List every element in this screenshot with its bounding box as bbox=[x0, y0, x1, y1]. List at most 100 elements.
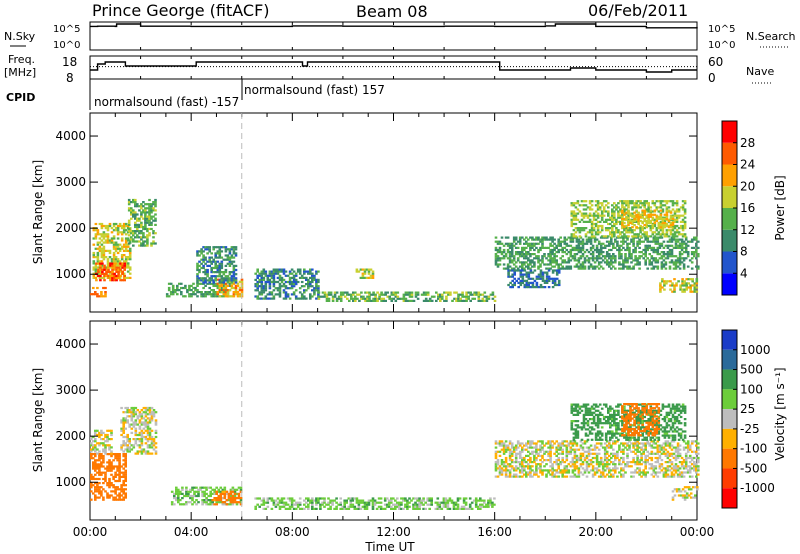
scatter-cell bbox=[659, 212, 663, 215]
scatter-cell bbox=[212, 295, 215, 298]
scatter-cell bbox=[680, 246, 684, 249]
scatter-cell bbox=[372, 291, 375, 294]
scatter-cell bbox=[102, 231, 106, 234]
scatter-cell bbox=[697, 267, 700, 270]
scatter-cell bbox=[577, 246, 581, 249]
scatter-cell bbox=[92, 457, 95, 460]
scatter-cell bbox=[657, 217, 661, 220]
scatter-cell bbox=[120, 446, 123, 449]
scatter-cell bbox=[140, 242, 143, 245]
scatter-cell bbox=[579, 452, 583, 455]
scatter-cell bbox=[653, 224, 657, 228]
scatter-cell bbox=[456, 507, 460, 510]
scatter-cell bbox=[464, 503, 468, 506]
scatter-cell bbox=[128, 450, 131, 453]
scatter-cell bbox=[576, 218, 580, 221]
scatter-cell bbox=[500, 459, 504, 462]
scatter-cell bbox=[104, 249, 108, 252]
scatter-cell bbox=[643, 213, 646, 216]
y-tick-label: 3000 bbox=[55, 175, 86, 189]
scatter-cell bbox=[549, 236, 552, 239]
scatter-cell bbox=[514, 448, 518, 451]
scatter-cell bbox=[329, 293, 333, 296]
scatter-cell bbox=[207, 503, 210, 506]
scatter-cell bbox=[572, 229, 576, 232]
scatter-cell bbox=[685, 286, 688, 289]
scatter-cell bbox=[512, 475, 516, 478]
scatter-cell bbox=[675, 231, 679, 234]
scatter-cell bbox=[140, 225, 143, 229]
scatter-cell bbox=[575, 248, 579, 252]
scatter-cell bbox=[452, 501, 456, 504]
scatter-cell bbox=[645, 214, 648, 217]
scatter-cell bbox=[410, 499, 413, 502]
scatter-cell bbox=[187, 494, 190, 498]
scatter-cell bbox=[218, 256, 222, 259]
scatter-cell bbox=[678, 261, 682, 264]
scatter-cell bbox=[525, 275, 529, 278]
scatter-cell bbox=[506, 469, 510, 472]
scatter-cell bbox=[535, 471, 538, 474]
scatter-cell bbox=[502, 255, 506, 258]
scatter-cell bbox=[300, 297, 304, 300]
scatter-cell bbox=[444, 503, 448, 506]
scatter-cell bbox=[571, 456, 575, 460]
scatter-cell bbox=[119, 264, 122, 267]
scatter-cell bbox=[120, 427, 123, 430]
scatter-cell bbox=[496, 442, 500, 445]
scatter-cell bbox=[571, 240, 575, 243]
scatter-cell bbox=[595, 257, 599, 260]
scatter-cell bbox=[90, 484, 93, 487]
scatter-cell bbox=[571, 444, 575, 447]
scatter-cell bbox=[181, 486, 184, 489]
scatter-cell bbox=[458, 507, 462, 510]
scatter-cell bbox=[617, 212, 620, 215]
scatter-cell bbox=[669, 284, 672, 287]
scatter-cell bbox=[118, 270, 122, 273]
scatter-cell bbox=[387, 505, 391, 508]
scatter-cell bbox=[181, 503, 184, 506]
scatter-cell bbox=[150, 442, 154, 445]
scatter-cell bbox=[92, 229, 96, 232]
scatter-cell bbox=[410, 295, 414, 298]
scatter-cell bbox=[623, 210, 626, 213]
scatter-cell bbox=[618, 267, 621, 270]
scatter-cell bbox=[335, 501, 338, 504]
scatter-cell bbox=[510, 259, 514, 262]
scatter-cell bbox=[527, 275, 531, 278]
scatter-cell bbox=[523, 253, 526, 256]
scatter-cell bbox=[384, 299, 387, 302]
scatter-cell bbox=[284, 270, 288, 273]
scatter-cell bbox=[645, 210, 648, 213]
scatter-cell bbox=[98, 459, 101, 462]
scatter-cell bbox=[130, 201, 133, 204]
scatter-cell bbox=[653, 204, 657, 207]
scatter-cell bbox=[498, 259, 502, 262]
scatter-cell bbox=[366, 291, 369, 294]
scatter-cell bbox=[502, 257, 506, 260]
scatter-cell bbox=[140, 236, 143, 239]
scatter-cell bbox=[223, 497, 227, 500]
scatter-cell bbox=[559, 444, 562, 447]
scatter-cell bbox=[494, 255, 498, 258]
scatter-cell bbox=[150, 438, 154, 441]
scatter-cell bbox=[588, 214, 592, 217]
scatter-cell bbox=[506, 257, 510, 260]
scatter-cell bbox=[643, 235, 646, 238]
scatter-cell bbox=[124, 463, 127, 466]
scatter-cell bbox=[607, 214, 610, 217]
scatter-cell bbox=[481, 293, 485, 296]
scatter-cell bbox=[574, 216, 578, 219]
scatter-cell bbox=[626, 257, 629, 260]
scatter-cell bbox=[201, 490, 204, 493]
scatter-cell bbox=[124, 457, 127, 460]
scatter-cell bbox=[649, 235, 653, 238]
scatter-cell bbox=[404, 293, 408, 296]
scatter-cell bbox=[487, 297, 491, 300]
scatter-cell bbox=[697, 240, 700, 243]
scatter-cell bbox=[662, 251, 666, 254]
scatter-cell bbox=[98, 490, 101, 493]
scatter-cell bbox=[523, 286, 527, 289]
scatter-cell bbox=[224, 275, 228, 278]
scatter-cell bbox=[571, 257, 575, 260]
